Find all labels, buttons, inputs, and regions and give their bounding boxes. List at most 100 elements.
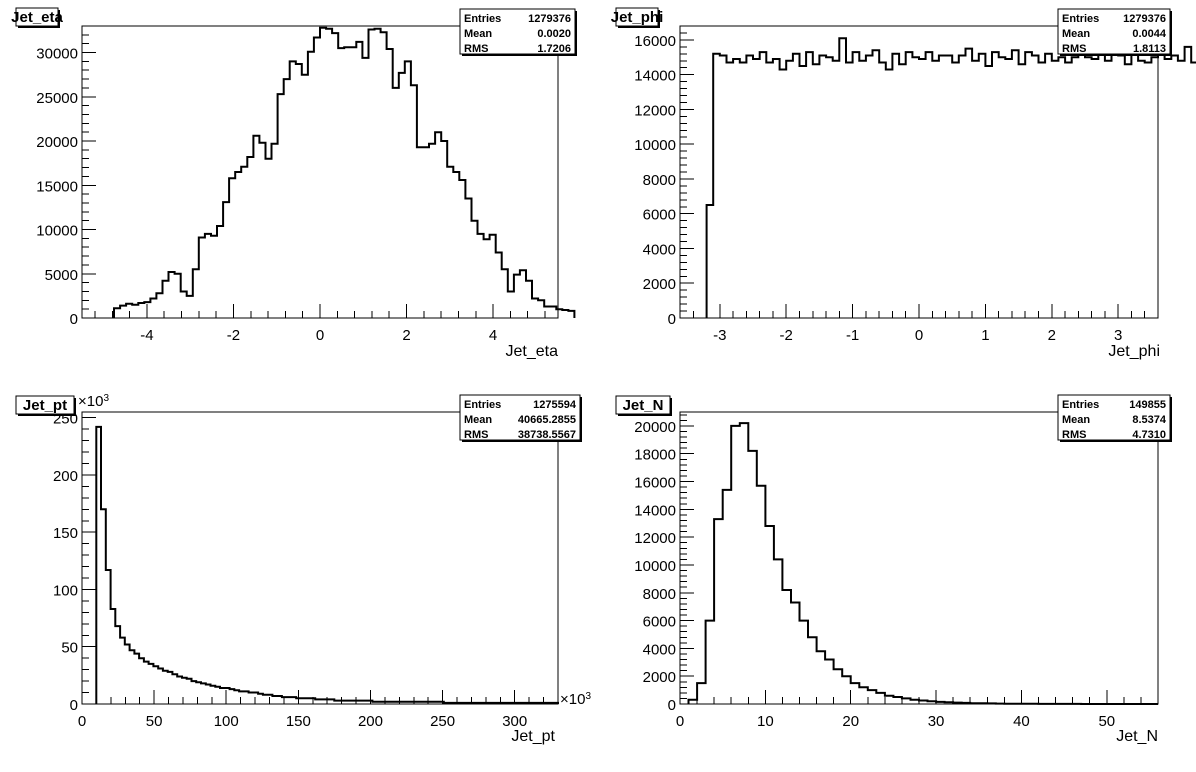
y-tick-label: 8000: [643, 586, 676, 603]
stats-box: [459, 8, 576, 55]
x-tick-label: -1: [846, 327, 859, 344]
stats-value-mean: 8.5374: [1132, 414, 1167, 426]
y-tick-label: 15000: [36, 178, 78, 195]
x-tick-label: 200: [358, 713, 383, 730]
stats-value-mean: 0.0020: [537, 28, 571, 40]
stats-label-rms: RMS: [464, 43, 488, 55]
stats-value-rms: 1.8113: [1133, 43, 1166, 55]
pad-jet-phi: 0 2000 4000 6000 8000 10000 12000 14000 16000 -3 -…: [611, 7, 1196, 360]
x-tick-label: 100: [214, 713, 239, 730]
x-tick-label: 150: [286, 713, 311, 730]
x-tick-label: 10: [757, 713, 774, 730]
x-tick-label: -2: [227, 327, 240, 344]
x-tick-label: 0: [915, 327, 923, 344]
y-tick-label: 10000: [634, 558, 676, 575]
y-tick-label: 5000: [45, 267, 78, 284]
y-tick-label: 2000: [643, 276, 676, 293]
histogram-line: [95, 425, 559, 704]
y-tick-label: 4000: [643, 641, 676, 658]
y-tick-label: 2000: [643, 669, 676, 686]
x-tick-label: 40: [1013, 713, 1030, 730]
x-axis-label: Jet_pt: [511, 728, 555, 745]
x-tick-label: 0: [676, 713, 684, 730]
y-tick-label: 10000: [634, 137, 676, 154]
y-axis-multiplier: ×103: [78, 393, 109, 411]
y-tick-label: 16000: [634, 475, 676, 492]
x-tick-label: 0: [78, 713, 86, 730]
y-tick-label: 25000: [36, 90, 78, 107]
stats-value-entries: 1279376: [1123, 13, 1166, 25]
stats-label-entries: Entries: [1062, 13, 1099, 25]
y-multiplier-exponent: 3: [103, 393, 109, 404]
pad-jet-n: 0 2000 4000 6000 8000 10000 12000 14000 16000 180…: [615, 394, 1172, 745]
x-axis-label: Jet_eta: [506, 343, 559, 360]
y-tick-label: 30000: [36, 46, 78, 63]
histogram-title: Jet_phi: [611, 9, 664, 26]
stats-value-entries: 1275594: [533, 399, 577, 411]
y-tick-label: 10000: [36, 223, 78, 240]
y-tick-label: 16000: [634, 33, 676, 50]
title-box: [615, 7, 659, 27]
y-tick-label: 200: [53, 468, 78, 485]
x-tick-label: 2: [402, 327, 410, 344]
stats-label-mean: Mean: [1062, 414, 1090, 426]
stats-value-entries: 1279376: [528, 13, 571, 25]
stats-value-mean: 0.0044: [1132, 28, 1167, 40]
x-tick-label: 20: [842, 713, 859, 730]
x-axis-label: Jet_N: [1116, 728, 1158, 745]
y-tick-label: 20000: [634, 419, 676, 436]
y-tick-label: 20000: [36, 134, 78, 151]
y-tick-label: 4000: [643, 241, 676, 258]
x-tick-label: 0: [316, 327, 324, 344]
y-tick-label: 0: [70, 311, 78, 328]
stats-value-mean: 40665.2855: [518, 414, 576, 426]
plot-frame: [679, 25, 1159, 319]
x-tick-label: 2: [1048, 327, 1056, 344]
stats-label-entries: Entries: [1062, 399, 1099, 411]
plot-frame: [81, 411, 559, 705]
y-tick-label: 50: [61, 640, 78, 657]
x-multiplier-exponent: 3: [585, 691, 591, 702]
stats-box: [1057, 8, 1171, 55]
pad-jet-eta: 0 5000 10000 15000 20000 25000 30000 -4 -2 0 2 4 Jet…: [11, 7, 577, 360]
x-tick-label: 50: [146, 713, 163, 730]
histogram-title: Jet_pt: [23, 397, 67, 414]
x-tick-label: -3: [713, 327, 726, 344]
histogram-line: [687, 422, 1158, 705]
y-tick-label: 6000: [643, 207, 676, 224]
x-tick-label: 50: [1098, 713, 1115, 730]
histogram-line: [113, 26, 576, 318]
y-tick-label: 14000: [634, 68, 676, 85]
title-box: [615, 395, 671, 415]
histogram-title: Jet_N: [623, 397, 664, 414]
y-tick-label: 12000: [634, 102, 676, 119]
stats-value-entries: 149855: [1129, 399, 1166, 411]
y-tick-label: 8000: [643, 172, 676, 189]
stats-label-entries: Entries: [464, 13, 501, 25]
plot-frame: [679, 411, 1159, 705]
y-tick-label: 14000: [634, 502, 676, 519]
stats-label-rms: RMS: [1062, 429, 1086, 441]
x-tick-label: 4: [489, 327, 497, 344]
y-tick-label: 0: [668, 311, 676, 328]
x-tick-label: 3: [1114, 327, 1122, 344]
x-tick-label: 1: [981, 327, 989, 344]
y-tick-label: 0: [70, 697, 78, 714]
stats-box: [459, 394, 581, 441]
histogram-title: Jet_eta: [11, 9, 63, 26]
stats-label-rms: RMS: [464, 429, 488, 441]
y-tick-label: 6000: [643, 614, 676, 631]
y-tick-label: 0: [668, 697, 676, 714]
stats-value-rms: 38738.5567: [518, 429, 576, 441]
y-tick-label: 100: [53, 582, 78, 599]
title-box: [15, 7, 59, 27]
stats-label-rms: RMS: [1062, 43, 1086, 55]
y-tick-label: 150: [53, 525, 78, 542]
x-axis-label: Jet_phi: [1108, 343, 1160, 360]
y-tick-label: 12000: [634, 530, 676, 547]
y-multiplier-base: ×10: [78, 393, 103, 410]
title-box: [15, 395, 75, 415]
x-tick-label: -4: [140, 327, 153, 344]
stats-label-mean: Mean: [464, 414, 492, 426]
